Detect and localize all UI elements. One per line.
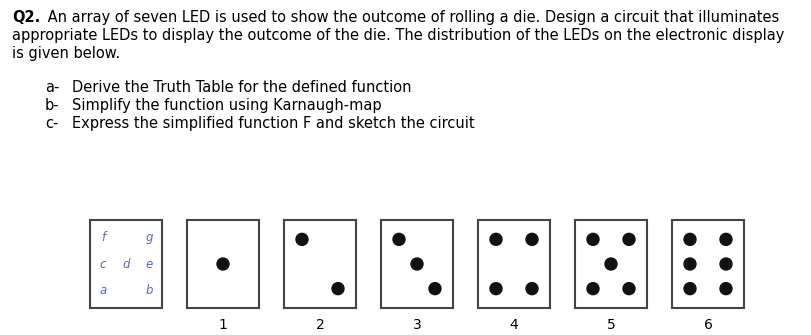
Text: Derive the Truth Table for the defined function: Derive the Truth Table for the defined f…	[72, 80, 411, 95]
Circle shape	[526, 233, 538, 245]
Text: d: d	[122, 258, 130, 270]
Bar	[284, 220, 355, 308]
Circle shape	[586, 233, 599, 245]
Bar	[574, 220, 646, 308]
Text: 4: 4	[509, 318, 517, 332]
Text: f: f	[101, 231, 105, 244]
Text: c: c	[100, 258, 106, 270]
Bar	[672, 220, 743, 308]
Circle shape	[622, 283, 634, 295]
Text: is given below.: is given below.	[12, 46, 120, 61]
Circle shape	[719, 258, 731, 270]
Circle shape	[683, 283, 695, 295]
Text: a-: a-	[45, 80, 59, 95]
Circle shape	[526, 283, 538, 295]
Circle shape	[332, 283, 344, 295]
Circle shape	[719, 233, 731, 245]
Text: 2: 2	[315, 318, 324, 332]
Circle shape	[622, 233, 634, 245]
Bar	[380, 220, 453, 308]
Text: b: b	[145, 284, 152, 297]
Circle shape	[410, 258, 423, 270]
Text: e: e	[145, 258, 152, 270]
Text: Simplify the function using Karnaugh-map: Simplify the function using Karnaugh-map	[72, 98, 381, 113]
Circle shape	[428, 283, 440, 295]
Circle shape	[393, 233, 405, 245]
Text: An array of seven LED is used to show the outcome of rolling a die. Design a cir: An array of seven LED is used to show th…	[43, 10, 779, 25]
Circle shape	[489, 283, 501, 295]
Text: b-: b-	[45, 98, 59, 113]
Circle shape	[719, 283, 731, 295]
Text: a: a	[99, 284, 106, 297]
Text: Express the simplified function F and sketch the circuit: Express the simplified function F and sk…	[72, 116, 474, 131]
Bar	[478, 220, 549, 308]
Circle shape	[683, 233, 695, 245]
Circle shape	[217, 258, 229, 270]
Circle shape	[683, 258, 695, 270]
Text: 5: 5	[606, 318, 615, 332]
Circle shape	[489, 233, 501, 245]
Text: g: g	[145, 231, 152, 244]
Text: 6: 6	[702, 318, 711, 332]
Text: 1: 1	[218, 318, 227, 332]
Text: appropriate LEDs to display the outcome of the die. The distribution of the LEDs: appropriate LEDs to display the outcome …	[12, 28, 783, 43]
Text: 3: 3	[412, 318, 421, 332]
Circle shape	[296, 233, 307, 245]
Bar	[90, 220, 162, 308]
Text: Q2.: Q2.	[12, 10, 41, 25]
Text: c-: c-	[45, 116, 58, 131]
Circle shape	[604, 258, 616, 270]
Circle shape	[586, 283, 599, 295]
Bar	[187, 220, 259, 308]
